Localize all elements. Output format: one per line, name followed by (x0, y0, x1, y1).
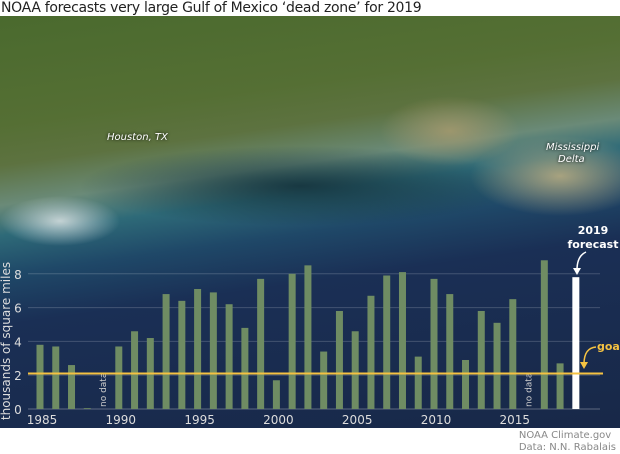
bar-1986 (52, 346, 60, 409)
y-tick-label: 4 (14, 335, 22, 349)
bar-2012 (462, 359, 470, 409)
bar-1995 (194, 289, 202, 409)
y-tick-label: 2 (14, 369, 22, 383)
x-tick-label: 1995 (184, 413, 215, 427)
goal-arrowhead-icon (580, 362, 588, 369)
bar-1991 (131, 331, 139, 409)
bar-1985 (36, 344, 44, 409)
y-tick-label: 8 (14, 268, 22, 282)
bar-2015 (509, 299, 517, 409)
x-tick-label: 2005 (342, 413, 373, 427)
bar-1990 (115, 346, 123, 409)
bar-2013 (477, 310, 485, 409)
bar-1988 (83, 408, 91, 409)
forecast-label-text: forecast (568, 238, 619, 251)
x-tick-label: 2010 (421, 413, 452, 427)
bar-2014 (493, 322, 501, 409)
credit-source: NOAA Climate.gov (518, 430, 612, 441)
bar-2006 (367, 295, 375, 409)
credit: NOAA Climate.gov Data: N.N. Rabalais (519, 430, 616, 454)
y-tick-label: 6 (14, 302, 22, 316)
bar-2010 (430, 278, 438, 409)
bar-2007 (383, 275, 391, 409)
delta-label-2: Delta (558, 154, 585, 165)
credit-data: Data: N.N. Rabalais (518, 442, 616, 453)
bar-1994 (178, 300, 186, 409)
bar-1998 (241, 327, 249, 409)
goal-arrow-icon (583, 346, 597, 365)
bar-1993 (162, 294, 170, 409)
x-tick-label: 1985 (27, 413, 58, 427)
bar-2008 (398, 272, 406, 409)
x-tick-label: 2015 (500, 413, 531, 427)
x-tick-label: 1990 (106, 413, 137, 427)
forecast-label-year: 2019 (578, 224, 609, 237)
bar-1987 (68, 365, 76, 409)
forecast-arrowhead-icon (573, 268, 581, 275)
bar-1999 (257, 278, 265, 409)
delta-label-1: Mississippi (546, 142, 600, 153)
chart-title: NOAA forecasts very large Gulf of Mexico… (1, 0, 422, 16)
bar-1996 (209, 292, 217, 409)
y-axis-label: thousands of square miles (0, 262, 13, 420)
goal-label: goal (597, 340, 620, 353)
bar-1997 (225, 304, 233, 409)
bar-2003 (320, 351, 328, 409)
bar-2002 (304, 265, 312, 409)
bar-2004 (335, 310, 343, 409)
houston-label: Houston, TX (107, 132, 168, 143)
bar-2001 (288, 273, 296, 409)
x-tick-label: 2000 (263, 413, 294, 427)
no-data-label: no data (99, 373, 109, 407)
bar-2018 (556, 363, 564, 409)
bar-2009 (414, 356, 422, 409)
bar-2000 (272, 380, 280, 409)
y-tick-label: 0 (14, 403, 22, 417)
no-data-label: no data (525, 373, 535, 407)
bar-2005 (351, 331, 359, 409)
forecast-bar (572, 277, 580, 409)
forecast-arrow-icon (576, 251, 587, 271)
bar-2017 (540, 260, 548, 409)
bar-2011 (446, 294, 454, 409)
